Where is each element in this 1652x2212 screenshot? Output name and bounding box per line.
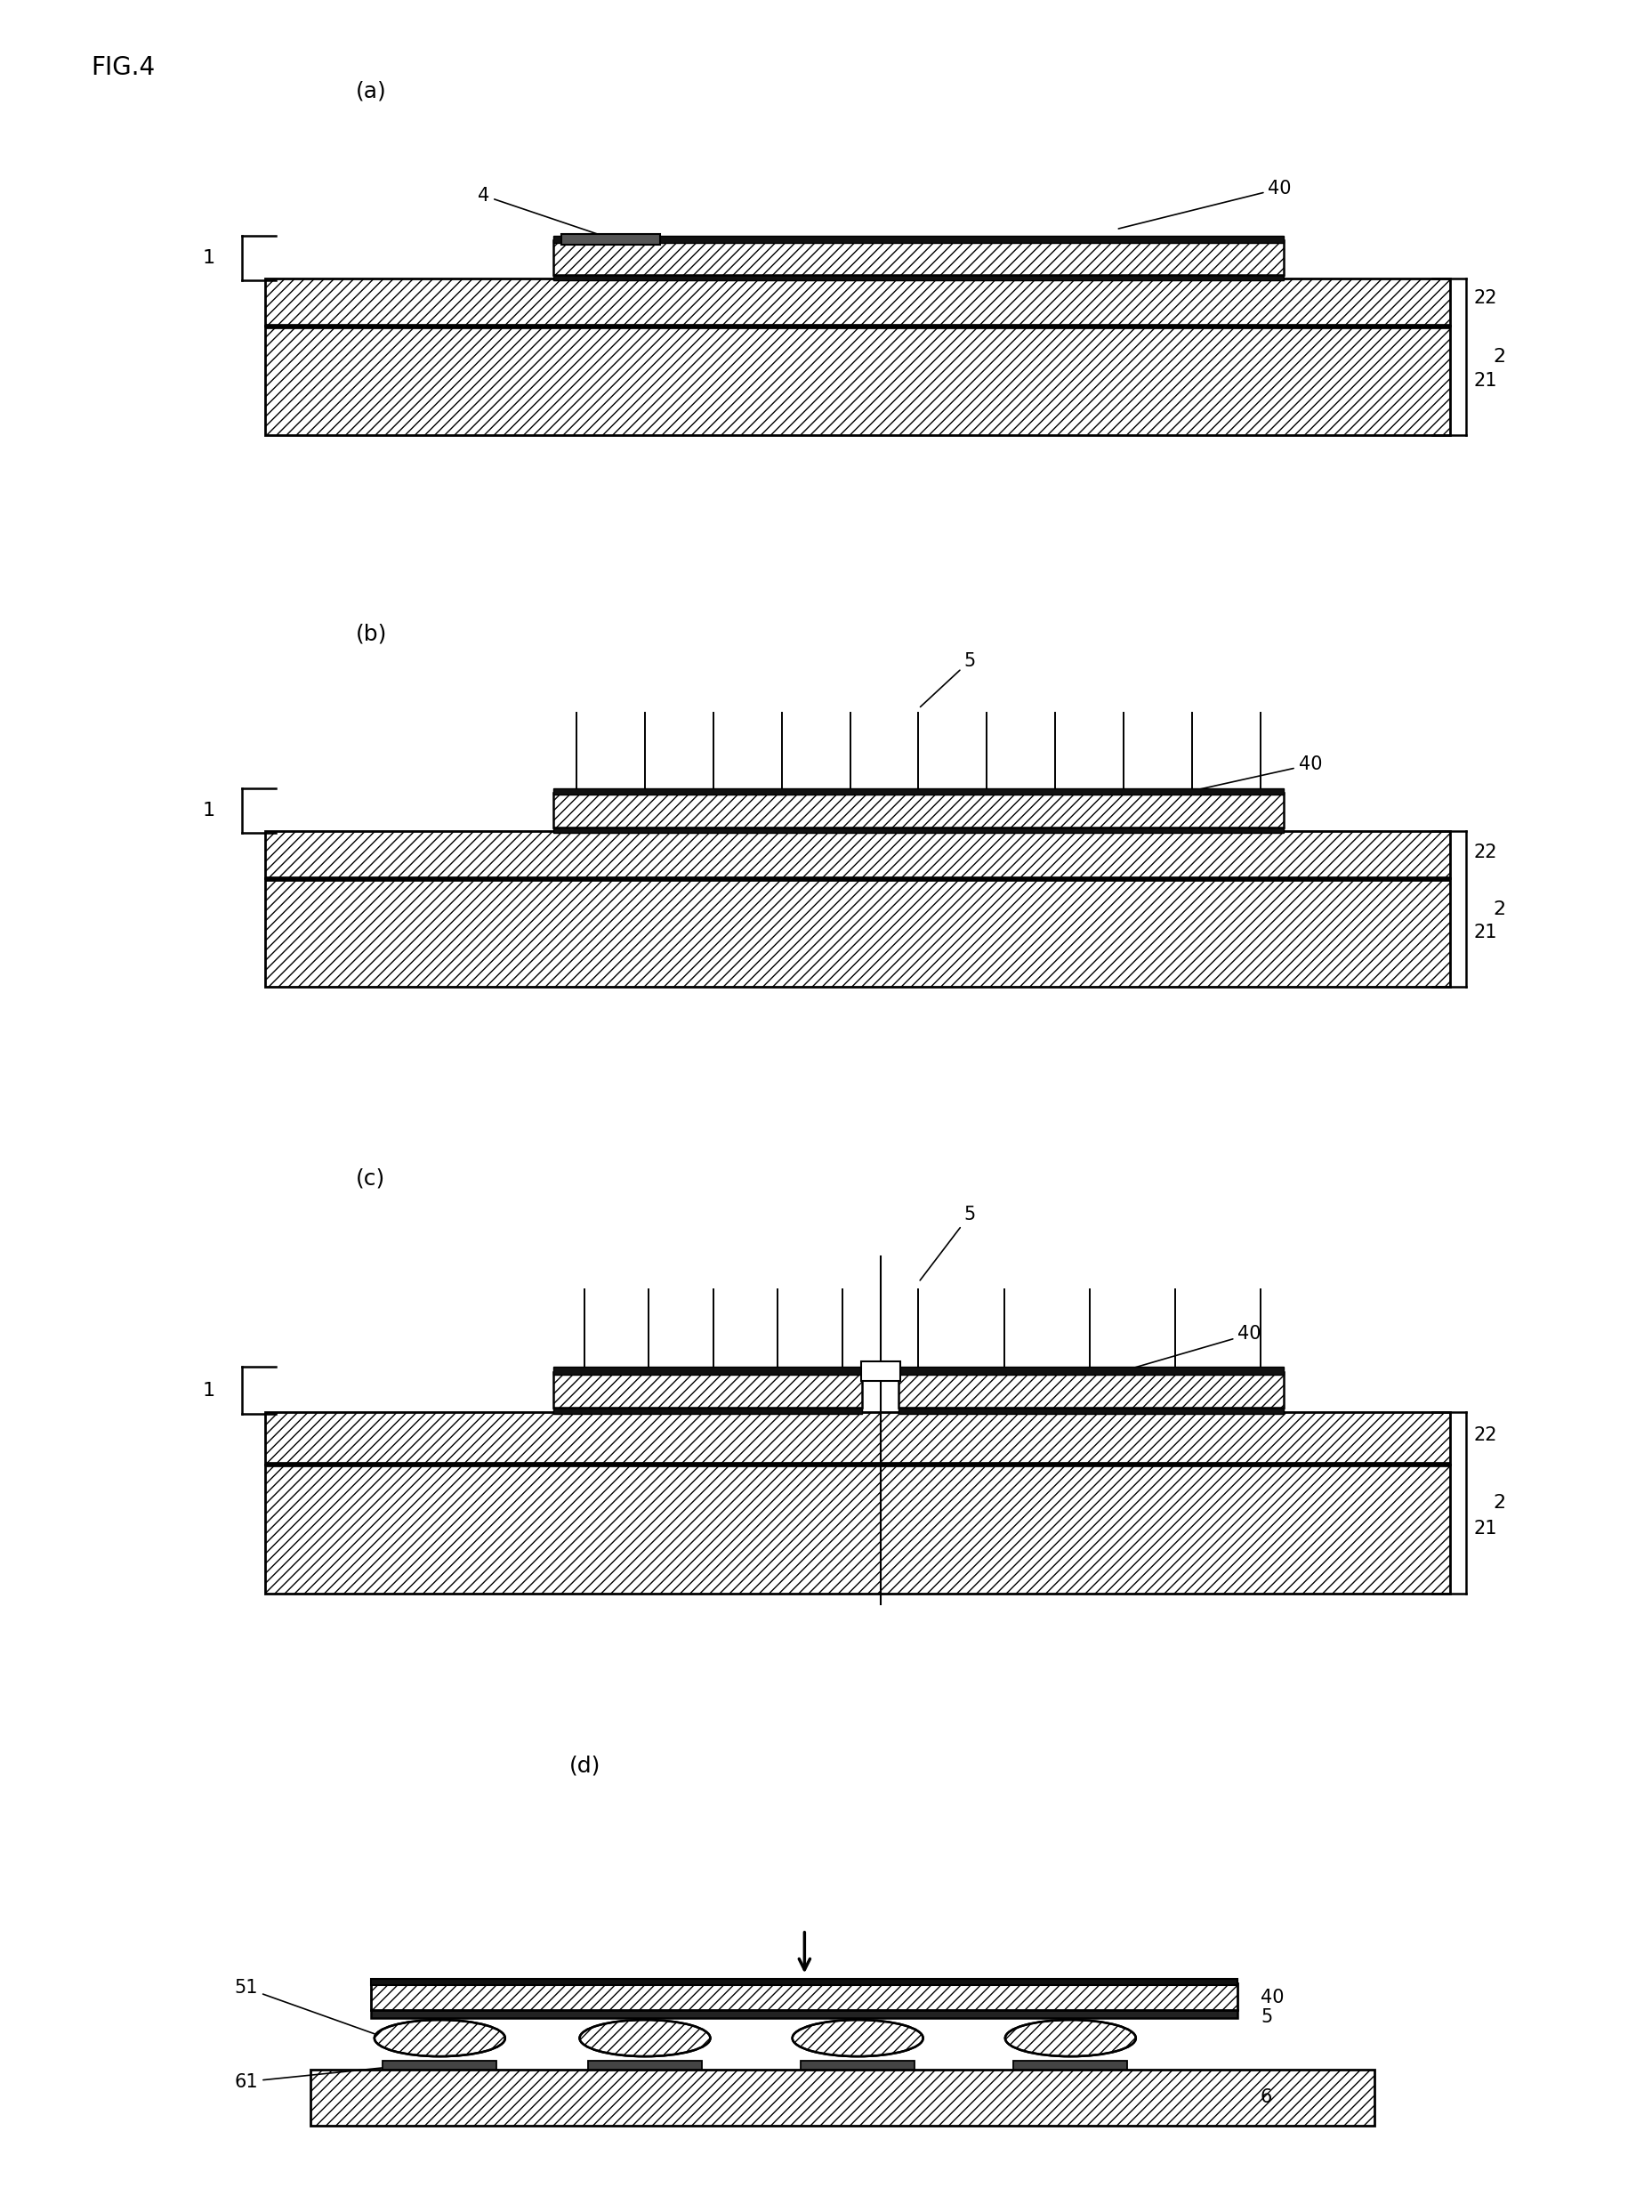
Bar xyxy=(899,1367,1284,1374)
Text: 22: 22 xyxy=(1474,1427,1497,1444)
Text: 21: 21 xyxy=(1474,1520,1497,1537)
Text: 21: 21 xyxy=(1474,372,1497,389)
Bar xyxy=(372,1978,1237,1984)
Bar xyxy=(264,1464,1450,1595)
Text: 6: 6 xyxy=(1260,2088,1272,2106)
Bar xyxy=(264,1462,1450,1467)
Text: 5: 5 xyxy=(920,653,976,708)
Text: 1: 1 xyxy=(202,250,215,268)
Text: 22: 22 xyxy=(1474,290,1497,307)
Text: 4: 4 xyxy=(477,186,608,237)
Bar xyxy=(899,1371,1284,1407)
Text: FIG.4: FIG.4 xyxy=(91,55,155,80)
Text: 1: 1 xyxy=(202,1382,215,1400)
Text: 5: 5 xyxy=(920,1206,976,1281)
Circle shape xyxy=(1004,2020,1137,2057)
Text: (a): (a) xyxy=(357,80,387,102)
Bar xyxy=(264,325,1450,436)
Text: 40: 40 xyxy=(1118,757,1322,807)
Bar xyxy=(553,787,1284,794)
Text: 1: 1 xyxy=(202,801,215,818)
Bar xyxy=(553,1371,862,1407)
Bar xyxy=(264,832,1450,878)
Circle shape xyxy=(580,2020,710,2057)
Bar xyxy=(264,878,1450,987)
Text: 40: 40 xyxy=(1260,1989,1284,2006)
Bar xyxy=(553,827,1284,832)
Text: 22: 22 xyxy=(1474,843,1497,860)
Bar xyxy=(861,1360,900,1380)
Text: 61: 61 xyxy=(235,2066,392,2090)
Bar xyxy=(264,323,1450,327)
Bar xyxy=(553,1367,862,1374)
Text: 40: 40 xyxy=(1072,1325,1260,1385)
Text: 5: 5 xyxy=(1260,2008,1272,2026)
Bar xyxy=(588,2062,702,2070)
Bar xyxy=(553,237,1284,243)
Bar xyxy=(1014,2062,1128,2070)
Circle shape xyxy=(375,2020,506,2057)
Bar xyxy=(311,2070,1374,2126)
Bar xyxy=(372,1984,1237,2011)
Text: (c): (c) xyxy=(357,1168,387,1190)
Text: (b): (b) xyxy=(357,624,388,646)
Text: 2: 2 xyxy=(1493,900,1505,918)
Bar xyxy=(801,2062,915,2070)
Bar xyxy=(264,876,1450,880)
Bar xyxy=(264,279,1450,325)
Text: (d): (d) xyxy=(568,1756,600,1776)
Bar xyxy=(372,2011,1237,2017)
Bar xyxy=(553,1407,862,1413)
Text: 40: 40 xyxy=(1118,179,1292,228)
Text: 2: 2 xyxy=(1493,347,1505,365)
Text: 51: 51 xyxy=(235,1980,385,2037)
Bar xyxy=(553,274,1284,281)
Text: 21: 21 xyxy=(1474,925,1497,942)
Bar xyxy=(553,794,1284,827)
Bar xyxy=(562,234,661,243)
Bar xyxy=(553,241,1284,274)
Bar xyxy=(264,1411,1450,1464)
Circle shape xyxy=(793,2020,923,2057)
Bar xyxy=(899,1407,1284,1413)
Text: 2: 2 xyxy=(1493,1493,1505,1513)
Bar xyxy=(383,2062,497,2070)
